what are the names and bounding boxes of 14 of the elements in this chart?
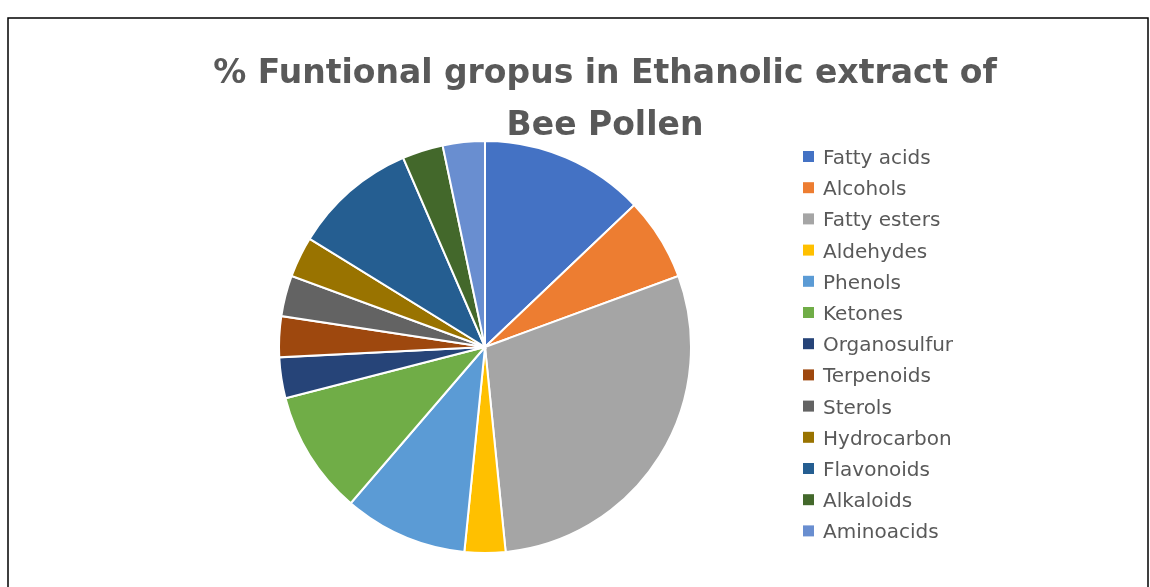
- legend-label: Alcohols: [823, 176, 907, 201]
- legend-label: Aldehydes: [823, 238, 928, 263]
- legend-label: Phenols: [823, 269, 901, 294]
- legend-label: Sterols: [823, 394, 892, 419]
- legend-label: Flavonoids: [823, 457, 930, 481]
- chart-title: % Funtional gropus in Ethanolic extract of Bee Pollen: [213, 52, 998, 143]
- legend-label: Ketones: [823, 301, 903, 325]
- legend-label: Alkaloids: [823, 488, 913, 513]
- legend-label: Aminoacids: [823, 519, 939, 544]
- legend-label: Organosulfur: [823, 332, 954, 357]
- legend-label: Hydrocarbon: [823, 425, 952, 450]
- legend-label: Terpenoids: [822, 363, 931, 388]
- legend-label: Fatty acids: [823, 145, 931, 169]
- legend-label: Fatty esters: [823, 207, 941, 232]
